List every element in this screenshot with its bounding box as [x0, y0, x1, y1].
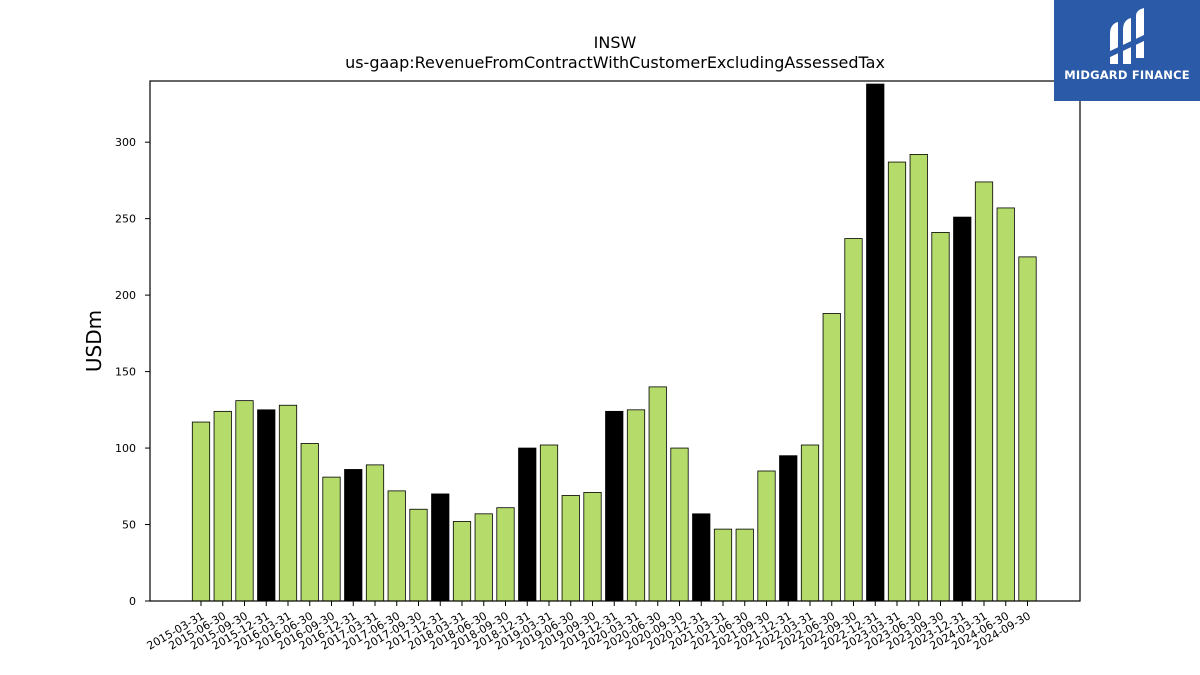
y-axis-label: USDm [82, 310, 106, 372]
bar-2015-09-30 [235, 400, 254, 602]
bars-group [191, 83, 1037, 602]
bar-2024-09-30 [1018, 256, 1037, 602]
bar-2016-09-30 [322, 476, 341, 602]
brand-name: MIDGARD FINANCE [1064, 68, 1190, 82]
y-tick-label: 200 [115, 289, 136, 302]
bar-2016-03-31 [278, 404, 298, 602]
bar-2023-03-31 [887, 161, 907, 602]
bar-2018-06-30 [474, 513, 493, 602]
y-tick-label: 50 [122, 519, 136, 532]
bar-2020-03-31 [626, 409, 646, 602]
midgard-logo-icon [1108, 8, 1146, 64]
bar-2017-06-30 [387, 490, 406, 602]
y-axis-ticks: 0 50 100 150 200 250 300 [115, 136, 150, 608]
bar-2023-12-31 [953, 216, 972, 602]
bar-2023-09-30 [931, 232, 950, 602]
bar-2018-12-31 [518, 447, 537, 602]
bar-2019-03-31 [539, 444, 559, 602]
chart-title: INSW [594, 33, 637, 52]
x-axis-ticks: 2015-03-312015-06-302015-09-302015-12-31… [145, 601, 1033, 653]
bar-2018-09-30 [496, 507, 515, 602]
bar-2019-09-30 [583, 492, 602, 602]
bar-2017-09-30 [409, 508, 428, 602]
bar-2021-09-30 [757, 470, 776, 602]
y-tick-label: 100 [115, 442, 136, 455]
bar-2018-03-31 [452, 521, 472, 602]
bar-2020-12-31 [692, 513, 711, 602]
bar-2024-06-30 [996, 207, 1015, 602]
bar-2022-09-30 [844, 238, 863, 602]
bar-2022-06-30 [822, 313, 841, 602]
bar-2020-06-30 [648, 386, 667, 602]
bar-2017-03-31 [365, 464, 385, 602]
y-tick-label: 300 [115, 136, 136, 149]
bar-2023-06-30 [909, 154, 928, 602]
bar-2017-12-31 [431, 493, 450, 602]
bar-2021-03-31 [713, 528, 733, 602]
chart-subtitle: us-gaap:RevenueFromContractWithCustomerE… [345, 53, 885, 72]
bar-2016-12-31 [344, 469, 363, 602]
bar-2020-09-30 [670, 447, 689, 602]
y-tick-label: 150 [115, 366, 136, 379]
bar-2015-03-31 [191, 421, 211, 602]
bar-2022-12-31 [866, 83, 885, 602]
bar-2021-06-30 [735, 528, 754, 602]
bar-2016-06-30 [300, 443, 319, 602]
bar-2019-12-31 [605, 410, 624, 602]
bar-2022-03-31 [800, 444, 820, 602]
bar-2021-12-31 [779, 455, 798, 602]
brand-logo: MIDGARD FINANCE [1054, 0, 1200, 101]
plot-area-frame [149, 80, 1081, 602]
bar-2019-06-30 [561, 495, 580, 602]
bar-2024-03-31 [974, 181, 994, 602]
y-tick-label: 0 [129, 595, 136, 608]
bar-2015-12-31 [257, 409, 276, 602]
y-tick-label: 250 [115, 213, 136, 226]
bar-2015-06-30 [213, 410, 232, 602]
